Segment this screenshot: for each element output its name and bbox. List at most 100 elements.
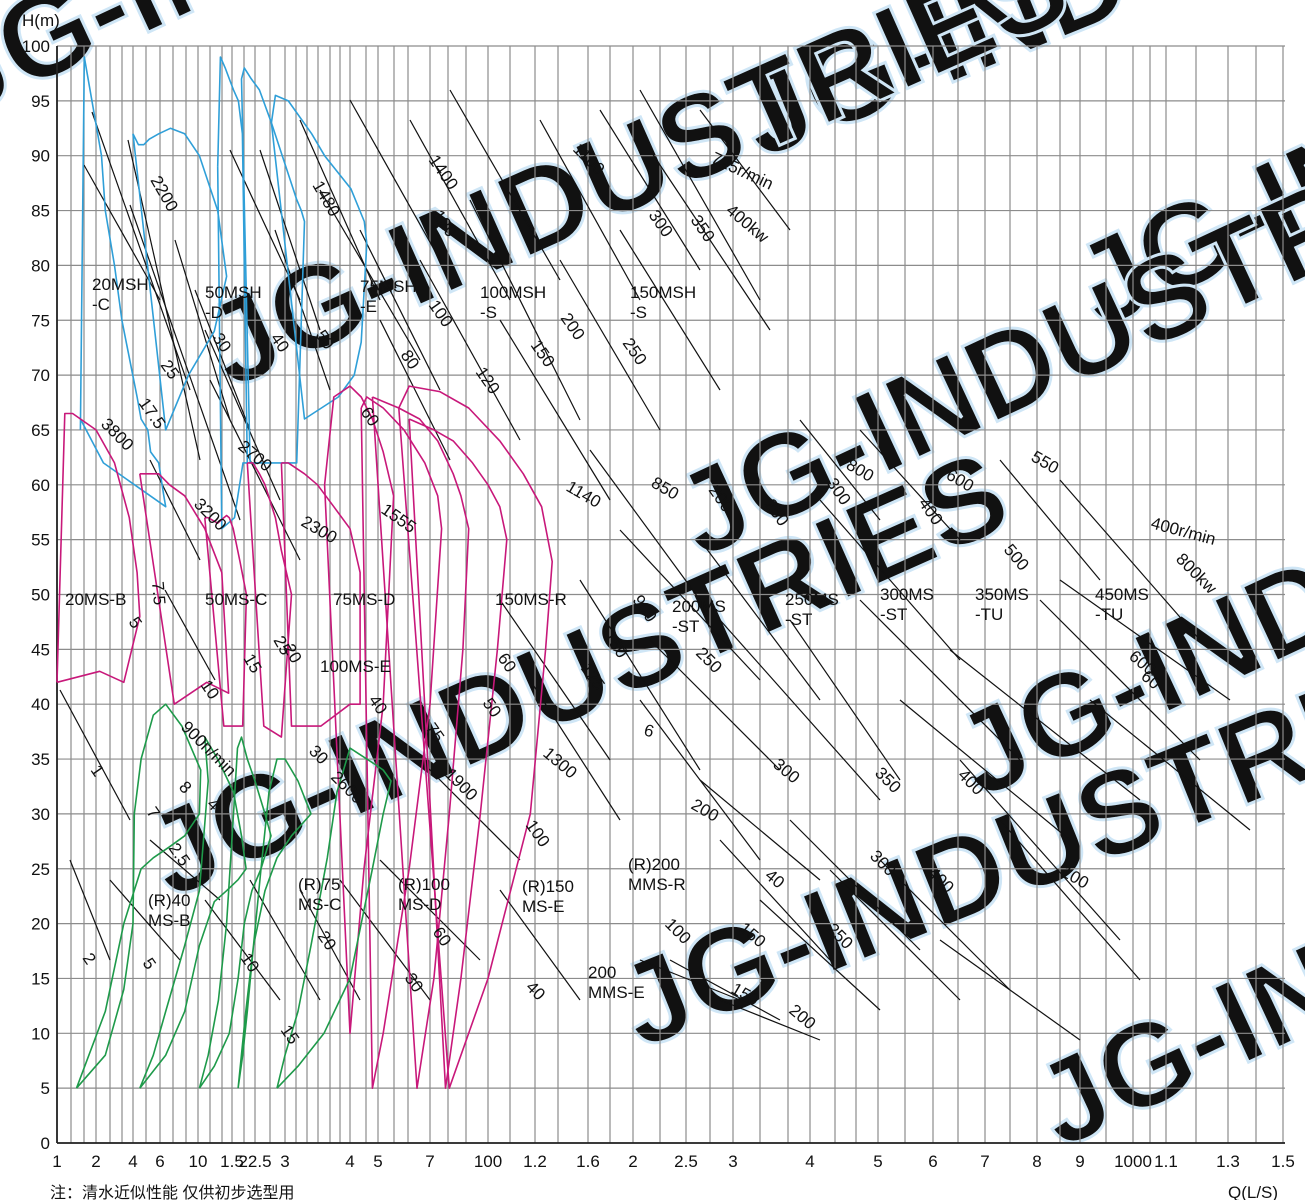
y-tick-label: 90 (31, 147, 50, 166)
annotation-label: 350 (687, 211, 719, 245)
annotation-label: 400kw (722, 201, 772, 248)
iso-line (149, 459, 201, 561)
model-label-line: (R)75 (298, 875, 341, 894)
x-tick-label: 100 (474, 1152, 502, 1171)
y-tick-label: 25 (31, 860, 50, 879)
annotation-label: 5 (125, 613, 146, 632)
y-tick-label: 35 (31, 750, 50, 769)
model-label-line: -ST (880, 605, 907, 624)
x-tick-label: 4 (345, 1152, 354, 1171)
x-tick-label: 4 (805, 1152, 814, 1171)
annotation-label: 120 (472, 363, 504, 397)
iso-line (359, 229, 441, 391)
model-label-line: -TU (1095, 605, 1123, 624)
series-100ms-e (246, 462, 293, 738)
y-tick-label: 20 (31, 915, 50, 934)
series-75ms-d (204, 514, 248, 727)
series-450ms-tu (398, 385, 554, 1089)
x-tick-label: 3 (280, 1152, 289, 1171)
model-label-line: MS-D (398, 895, 441, 914)
series-200ms-st (323, 385, 395, 1035)
x-tick-label: 1.2 (523, 1152, 547, 1171)
iso-line (194, 289, 251, 431)
series--r-150-ms-e (237, 758, 312, 1089)
annotation-label: 250 (619, 334, 651, 368)
model-label-line: -S (630, 303, 647, 322)
y-tick-label: 100 (22, 37, 50, 56)
iso-line (619, 529, 761, 681)
x-tick-label: 1.5 (220, 1152, 244, 1171)
annotation-label: 15 (277, 1021, 303, 1047)
series-250ms-st (360, 396, 443, 1089)
model-label: 75MSH -E (360, 277, 417, 316)
iso-line (879, 859, 1011, 991)
annotation-label: 100 (522, 816, 554, 850)
model-label: 200 MMS-E (588, 963, 645, 1002)
series-50ms-c (139, 472, 230, 706)
x-tick-label: 1.6 (576, 1152, 600, 1171)
x-axis-label: Q(L/S) (1228, 1183, 1278, 1200)
iso-line (829, 869, 961, 1001)
x-tick-label: 2 (91, 1152, 100, 1171)
iso-line (999, 819, 1141, 981)
iso-line (149, 839, 221, 901)
iso-line (639, 959, 741, 1001)
y-tick-label: 75 (31, 311, 50, 330)
annotation-label: 80 (397, 346, 423, 372)
series-150msh-s (270, 94, 368, 420)
model-label: 20MS-B (65, 590, 126, 609)
x-tick-label: 1.1 (1154, 1152, 1178, 1171)
y-tick-label: 65 (31, 421, 50, 440)
y-tick-label: 45 (31, 640, 50, 659)
iso-line (59, 689, 131, 821)
annotation-label: 40 (522, 977, 549, 1004)
annotation-label: 550 (1028, 447, 1062, 478)
iso-line (939, 939, 1081, 1041)
iso-line (859, 599, 1021, 761)
iso-line (419, 259, 521, 441)
iso-line (259, 149, 321, 331)
iso-line (579, 579, 701, 771)
model-label-line: MS-B (148, 911, 191, 930)
model-label-line: MS-E (522, 897, 565, 916)
model-label-line: MS-C (298, 895, 341, 914)
iso-lines (59, 89, 1251, 1041)
iso-line (1039, 599, 1201, 761)
iso-line (379, 859, 481, 961)
iso-line (319, 189, 421, 361)
iso-line (799, 419, 881, 521)
y-tick-label: 85 (31, 202, 50, 221)
annotation-label: 150 (527, 336, 559, 370)
x-tick-label: 7 (980, 1152, 989, 1171)
y-tick-label: 15 (31, 969, 50, 988)
model-label-line: 20MSH (92, 275, 149, 294)
x-tick-label: 5 (373, 1152, 382, 1171)
iso-line (204, 329, 281, 501)
model-label-line: -ST (672, 617, 699, 636)
iso-line (379, 319, 451, 461)
iso-line (339, 879, 431, 1001)
x-tick-label: 3 (728, 1152, 737, 1171)
iso-line (449, 89, 561, 281)
iso-line (69, 859, 111, 961)
iso-line (274, 229, 331, 391)
x-tick-label: 8 (1032, 1152, 1041, 1171)
iso-line (639, 89, 761, 301)
model-label-line: (R)200 (628, 855, 680, 874)
iso-line (1059, 579, 1231, 701)
series-layer (56, 56, 554, 1089)
y-tick-label: 5 (41, 1079, 50, 1098)
iso-line (164, 589, 216, 681)
iso-line (999, 459, 1101, 581)
model-label-line: 350MS (975, 585, 1029, 604)
model-label-line: 200MS (672, 597, 726, 616)
model-label: 100MSH -S (480, 283, 546, 322)
iso-line (669, 959, 781, 1021)
iso-line (499, 319, 611, 501)
annotation-label: 2300 (298, 512, 340, 547)
x-tick-label: 2 (628, 1152, 637, 1171)
model-label-line: 50MSH (205, 283, 262, 302)
series--r-40-ms-b (75, 703, 202, 1089)
iso-line (499, 599, 611, 761)
x-tick-label: 4 (128, 1152, 137, 1171)
